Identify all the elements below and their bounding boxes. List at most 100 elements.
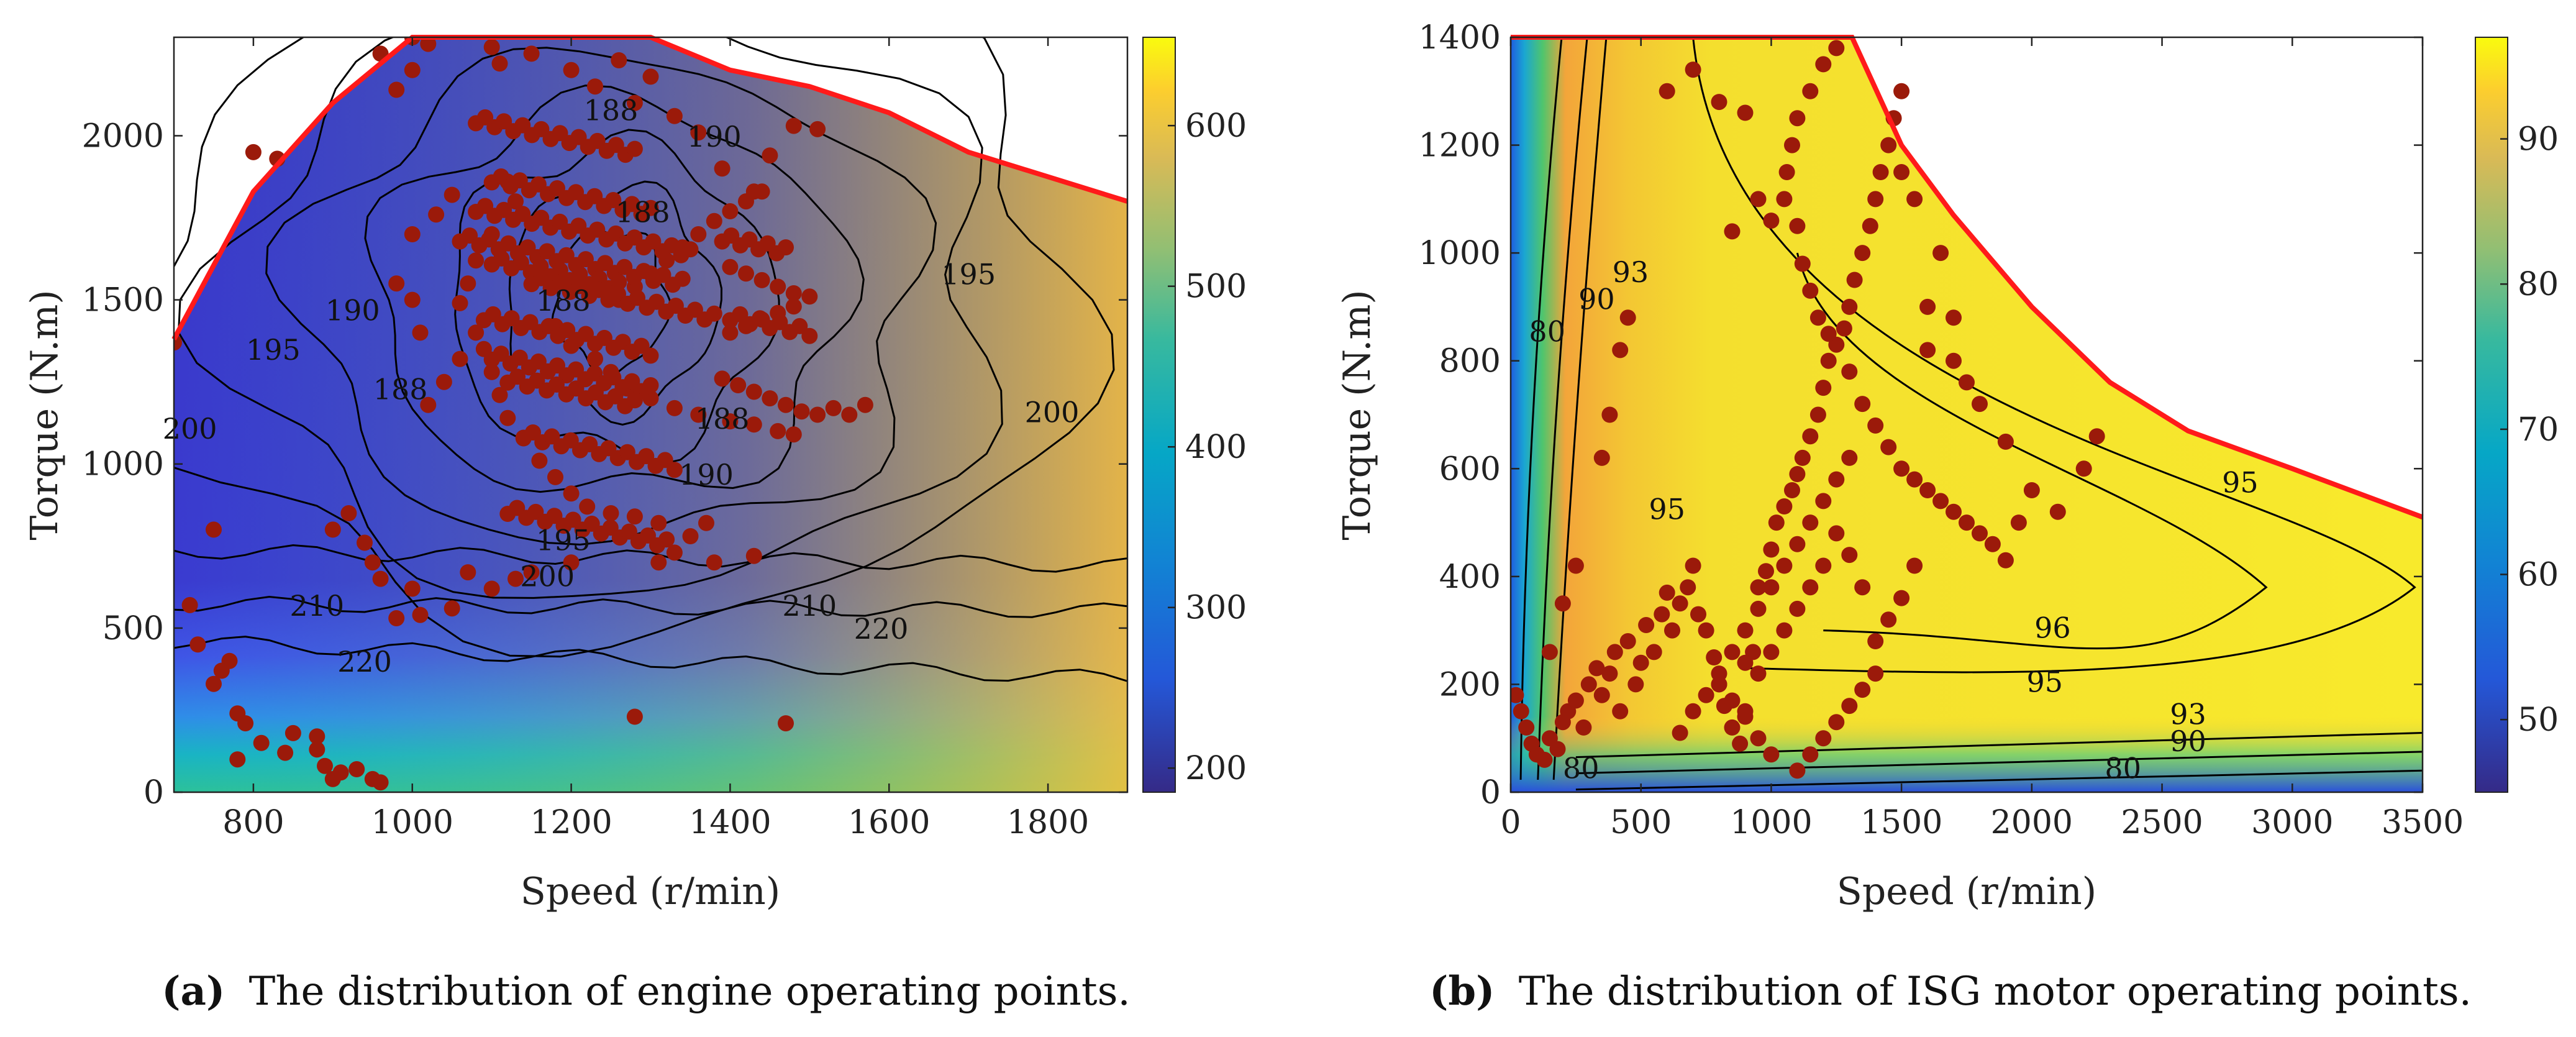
- operating-point: [1776, 622, 1793, 639]
- operating-point: [642, 199, 659, 216]
- operating-point: [1536, 751, 1553, 768]
- operating-point: [626, 508, 643, 525]
- operating-point: [745, 416, 762, 433]
- operating-point: [1685, 703, 1701, 720]
- operating-point: [722, 413, 739, 430]
- operating-point: [1664, 622, 1680, 639]
- operating-point: [348, 761, 365, 777]
- operating-point: [1518, 719, 1535, 736]
- operating-point: [532, 258, 549, 275]
- operating-point: [1906, 557, 1923, 574]
- operating-point: [428, 206, 445, 223]
- colorbar-tick-label: 70: [2518, 411, 2559, 449]
- operating-point: [642, 347, 659, 364]
- operating-point: [722, 324, 739, 341]
- operating-point: [1711, 676, 1727, 693]
- contour-label: 200: [520, 560, 575, 593]
- operating-point: [1893, 164, 1910, 180]
- operating-point: [529, 372, 545, 389]
- operating-point: [309, 728, 325, 745]
- contour-label: 93: [1613, 255, 1649, 289]
- operating-point: [1776, 557, 1793, 574]
- operating-point: [1820, 326, 1837, 342]
- operating-point: [548, 376, 565, 393]
- operating-point: [452, 350, 468, 367]
- operating-point: [650, 514, 667, 531]
- y-axis-label: Torque (N.m): [1336, 290, 1379, 540]
- operating-point: [324, 521, 341, 538]
- operating-point: [753, 272, 770, 288]
- operating-point: [655, 267, 671, 283]
- operating-point: [1946, 503, 1962, 520]
- operating-point: [531, 452, 548, 469]
- operating-point: [1724, 692, 1741, 709]
- operating-point: [587, 78, 603, 95]
- operating-point: [626, 392, 643, 409]
- x-tick-label: 1600: [848, 804, 930, 841]
- operating-point: [1815, 730, 1832, 747]
- max-torque-boundary: [171, 35, 1129, 340]
- operating-point: [745, 547, 762, 564]
- operating-point: [1841, 298, 1858, 315]
- plot-frame: [1509, 36, 2424, 793]
- operating-point: [519, 239, 536, 256]
- x-tick-label: 3000: [2251, 804, 2333, 841]
- contour-label: 80: [1563, 751, 1600, 785]
- operating-point: [666, 462, 683, 478]
- y-axis-label: Torque (N.m): [23, 290, 66, 540]
- operating-point: [1828, 40, 1845, 57]
- operating-point: [1763, 579, 1780, 596]
- contour-line: [1575, 732, 2423, 759]
- contour-label: 190: [325, 294, 380, 327]
- operating-point: [1815, 380, 1832, 396]
- operating-point: [1619, 309, 1636, 326]
- operating-point: [611, 52, 627, 68]
- operating-point: [1809, 406, 1826, 423]
- operating-point: [706, 212, 722, 229]
- operating-point: [771, 314, 788, 331]
- operating-point: [1789, 762, 1806, 779]
- operating-point: [420, 396, 437, 413]
- operating-point: [1619, 633, 1636, 649]
- operating-point: [1685, 62, 1701, 78]
- operating-point: [420, 37, 437, 52]
- operating-point: [1768, 514, 1785, 531]
- contour-label: 190: [679, 458, 734, 491]
- operating-point: [507, 193, 524, 210]
- y-axis-ticks: 0 200 400 600 800 1000 1200 1400: [1419, 19, 2423, 811]
- operating-point: [690, 124, 707, 141]
- operating-point: [857, 396, 873, 413]
- operating-point: [500, 235, 517, 252]
- operating-points: [1511, 40, 2105, 779]
- operating-point: [493, 250, 510, 267]
- colorbar-tick-label: 600: [1185, 107, 1247, 145]
- operating-point: [667, 298, 684, 314]
- contour-label: 90: [1578, 282, 1615, 316]
- operating-point: [770, 278, 786, 295]
- operating-point: [738, 193, 754, 210]
- y-tick-label: 2000: [82, 117, 164, 155]
- operating-point: [1802, 83, 1819, 99]
- operating-point: [1959, 374, 1975, 391]
- operating-point: [1867, 417, 1884, 434]
- operating-point: [1750, 191, 1767, 208]
- operating-point: [809, 406, 826, 423]
- operating-point: [587, 384, 604, 401]
- operating-point: [1854, 396, 1871, 413]
- y-tick-label: 1200: [1419, 127, 1501, 165]
- colorbar-tick-label: 60: [2518, 557, 2559, 594]
- operating-point: [1854, 245, 1871, 262]
- contour-line: [1519, 37, 1563, 780]
- x-tick-label: 1200: [530, 804, 612, 841]
- contour-label: 90: [2170, 724, 2206, 758]
- operating-point: [706, 554, 722, 571]
- y-tick-label: 1000: [82, 446, 164, 483]
- contour-label: 96: [2034, 611, 2071, 645]
- operating-point: [1841, 698, 1858, 715]
- operating-point: [404, 62, 421, 78]
- contour-label: 220: [854, 612, 909, 646]
- operating-point: [793, 403, 810, 420]
- y-tick-label: 600: [1439, 450, 1501, 488]
- operating-point: [1763, 644, 1780, 660]
- operating-point: [2010, 514, 2027, 531]
